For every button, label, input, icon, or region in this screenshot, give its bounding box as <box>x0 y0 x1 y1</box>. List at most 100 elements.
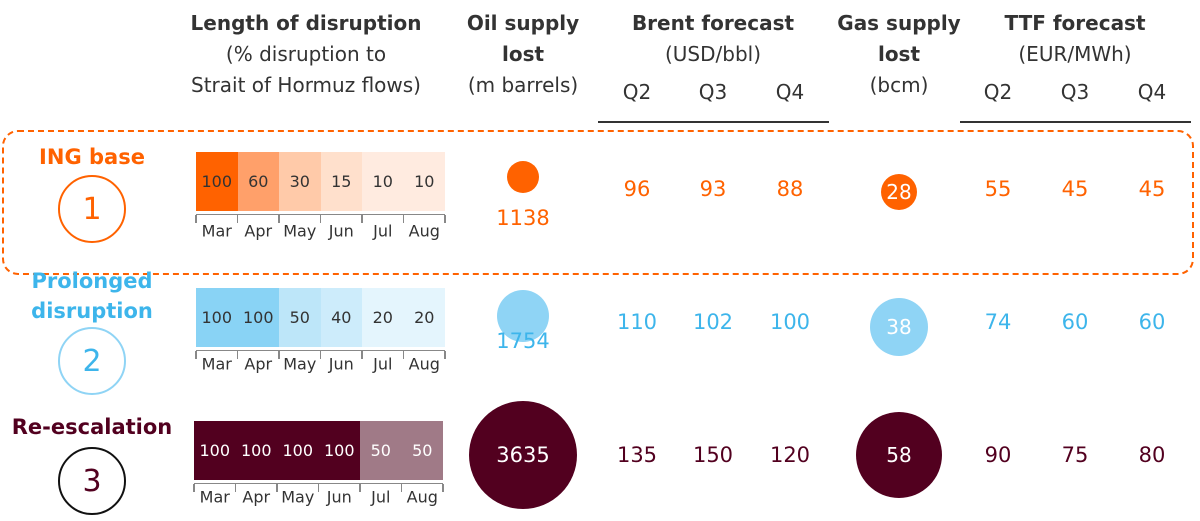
axis-tick <box>444 215 446 223</box>
axis-tick <box>442 484 444 492</box>
disruption-cell-apr: 100 <box>235 421 277 480</box>
brent-q2: Q2 <box>622 80 652 104</box>
brent-q3: Q3 <box>698 80 728 104</box>
disruption-heat-strip: 100 60 30 15 10 10 <box>196 152 445 211</box>
disruption-cell-may: 50 <box>279 288 321 347</box>
month-label: May <box>281 487 315 507</box>
disruption-cell-jun: 15 <box>320 152 362 211</box>
month-label: Aug <box>408 354 440 374</box>
scenario-number-badge: 3 <box>58 447 126 515</box>
scenario-label: Re-escalation <box>12 412 172 442</box>
brent-value-q4: 120 <box>769 443 811 467</box>
gas-lost-bubble: 28 <box>881 174 917 210</box>
oil-lost-bubble <box>507 161 539 193</box>
header-ttf-unit: (EUR/MWh) <box>1018 42 1132 66</box>
oil-lost-value: 1754 <box>496 329 550 353</box>
header-disruption: Length of disruption (% disruption to St… <box>191 8 422 101</box>
axis-tick <box>278 215 280 223</box>
axis-tick <box>236 215 239 223</box>
axis-tick <box>444 351 446 359</box>
ttf-value-q4: 60 <box>1138 310 1166 334</box>
axis-tick <box>195 215 197 223</box>
axis-tick <box>236 351 239 359</box>
disruption-cell-apr: 60 <box>237 152 279 211</box>
axis-tick <box>319 215 322 223</box>
header-gas-title1: Gas supply <box>837 11 961 35</box>
ttf-value-q2: 74 <box>984 310 1012 334</box>
ttf-value-q3: 45 <box>1061 177 1089 201</box>
axis-tick <box>402 351 405 359</box>
gas-lost-bubble: 58 <box>856 412 942 498</box>
axis-tick <box>234 484 237 492</box>
month-axis <box>195 350 446 359</box>
ttf-underline <box>960 121 1191 123</box>
gas-lost-bubble: 38 <box>870 298 928 356</box>
ttf-q3: Q3 <box>1060 80 1090 104</box>
month-label: Jul <box>373 354 393 374</box>
scenario-number-badge: 2 <box>58 327 126 395</box>
month-label: Apr <box>244 221 273 241</box>
month-label: Jul <box>371 487 391 507</box>
axis-tick <box>195 351 197 359</box>
disruption-cell-aug: 50 <box>401 421 443 480</box>
header-ttf-title: TTF forecast <box>1004 11 1146 35</box>
disruption-cell-aug: 10 <box>403 152 445 211</box>
month-label: Aug <box>408 221 440 241</box>
disruption-cell-jun: 100 <box>318 421 360 480</box>
disruption-cell-jul: 10 <box>362 152 404 211</box>
brent-value-q3: 93 <box>699 177 727 201</box>
disruption-cell-apr: 100 <box>237 288 279 347</box>
brent-value-q2: 96 <box>623 177 651 201</box>
axis-tick <box>276 484 278 492</box>
brent-value-q3: 102 <box>692 310 734 334</box>
brent-value-q3: 150 <box>692 443 734 467</box>
axis-tick <box>400 484 403 492</box>
oil-lost-bubble: 3635 <box>469 401 577 509</box>
disruption-cell-jul: 20 <box>362 288 404 347</box>
axis-tick <box>319 351 322 359</box>
month-label: Mar <box>199 487 230 507</box>
ttf-q4: Q4 <box>1137 80 1167 104</box>
month-label: Mar <box>201 221 232 241</box>
header-oil-title2: lost <box>501 42 545 66</box>
header-brent-unit: (USD/bbl) <box>664 42 762 66</box>
month-label: Aug <box>406 487 438 507</box>
ttf-q2: Q2 <box>983 80 1013 104</box>
header-oil-unit: (m barrels) <box>467 73 579 97</box>
brent-value-q4: 100 <box>769 310 811 334</box>
month-axis <box>195 214 446 223</box>
header-oil-title1: Oil supply <box>466 11 580 35</box>
ttf-value-q3: 60 <box>1061 310 1089 334</box>
scenario-label: ING base <box>39 142 145 172</box>
disruption-cell-mar: 100 <box>196 288 238 347</box>
disruption-heat-strip: 100 100 50 40 20 20 <box>196 288 445 347</box>
month-label: Apr <box>244 354 273 374</box>
header-oil: Oil supply lost (m barrels) <box>467 8 579 101</box>
month-label: Jun <box>328 221 354 241</box>
header-disruption-sub2: Strait of Hormuz flows) <box>191 73 421 97</box>
brent-underline <box>598 121 829 123</box>
ttf-value-q3: 75 <box>1061 443 1089 467</box>
disruption-cell-jun: 40 <box>320 288 362 347</box>
header-gas: Gas supply lost (bcm) <box>837 8 960 101</box>
disruption-cell-jul: 50 <box>360 421 402 480</box>
oil-lost-value: 1138 <box>496 206 550 230</box>
scenario-label-line: ING base <box>39 145 145 169</box>
month-label: Apr <box>242 487 271 507</box>
scenario-label-line: disruption <box>31 299 153 323</box>
axis-tick <box>402 215 405 223</box>
disruption-cell-aug: 20 <box>403 288 445 347</box>
disruption-cell-may: 30 <box>279 152 321 211</box>
header-disruption-sub1: (% disruption to <box>225 42 387 66</box>
disruption-cell-mar: 100 <box>194 421 236 480</box>
base-case-highlight-box <box>2 130 1194 275</box>
disruption-heat-strip: 100 100 100 100 50 50 <box>194 421 443 480</box>
brent-value-q4: 88 <box>776 177 804 201</box>
oil-lost-bubble <box>497 290 549 342</box>
header-gas-unit: (bcm) <box>869 73 929 97</box>
axis-tick <box>361 351 363 359</box>
header-gas-title2: lost <box>877 42 921 66</box>
brent-q4: Q4 <box>775 80 805 104</box>
brent-value-q2: 135 <box>616 443 658 467</box>
